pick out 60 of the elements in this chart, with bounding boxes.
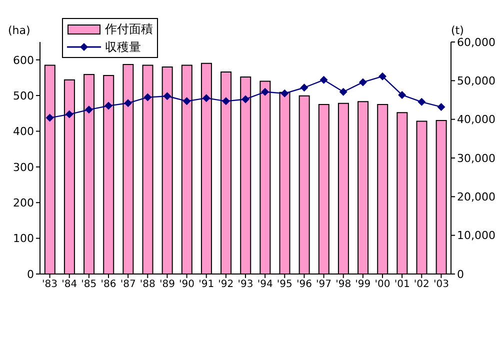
y-tick-label: 600 bbox=[13, 54, 34, 67]
x-tick-label: '92 bbox=[218, 279, 234, 290]
point bbox=[46, 114, 54, 122]
x-tick-label: '95 bbox=[276, 279, 292, 290]
point bbox=[242, 95, 250, 104]
point bbox=[84, 106, 93, 114]
point bbox=[202, 94, 210, 102]
x-tick-label: '88 bbox=[140, 279, 156, 290]
x-tick-label: '93 bbox=[238, 279, 254, 290]
y-tick-label: 100 bbox=[13, 232, 34, 246]
point bbox=[280, 89, 289, 98]
y-tick-label: 200 bbox=[13, 196, 34, 210]
x-tick-label: '91 bbox=[198, 279, 214, 290]
x-tick-label: '90 bbox=[179, 279, 195, 290]
y2-axis-title: (t) bbox=[451, 24, 464, 37]
legend-label: 収穫量 bbox=[105, 38, 141, 56]
legend-label: 作付面積 bbox=[105, 20, 153, 38]
x-tick-label: '89 bbox=[159, 279, 175, 290]
y2-tick-label: 40,000 bbox=[457, 113, 496, 126]
x-tick-label: '96 bbox=[296, 279, 312, 290]
point bbox=[358, 78, 367, 86]
x-tick-label: '97 bbox=[316, 279, 332, 290]
y2-tick-label: 0 bbox=[457, 268, 464, 281]
point bbox=[222, 97, 230, 106]
y2-tick-label: 30,000 bbox=[457, 152, 496, 165]
point bbox=[437, 102, 446, 111]
x-tick-label: '83 bbox=[42, 279, 58, 290]
x-tick-label: '99 bbox=[355, 279, 371, 290]
point bbox=[418, 98, 426, 106]
x-tick-label: '02 bbox=[414, 279, 430, 290]
x-tick-label: '85 bbox=[81, 279, 97, 290]
x-tick-label: '94 bbox=[257, 279, 273, 290]
x-tick-label: '98 bbox=[336, 279, 352, 290]
point bbox=[261, 88, 270, 96]
y2-tick-label: 20,000 bbox=[457, 190, 496, 204]
y-tick-label: 500 bbox=[13, 89, 34, 102]
y-tick-label: 300 bbox=[13, 160, 34, 174]
y-axis-title: (ha) bbox=[8, 24, 30, 37]
point bbox=[398, 90, 406, 99]
point bbox=[378, 72, 386, 80]
y2-tick-label: 50,000 bbox=[457, 74, 496, 88]
point bbox=[182, 97, 191, 106]
x-tick-label: '87 bbox=[120, 279, 136, 290]
point bbox=[144, 93, 152, 102]
x-tick-label: '01 bbox=[394, 279, 410, 290]
x-tick-label: '00 bbox=[374, 279, 390, 290]
x-tick-label: '03 bbox=[433, 279, 449, 290]
point bbox=[300, 84, 308, 92]
point bbox=[65, 110, 74, 118]
point bbox=[320, 76, 328, 84]
point bbox=[163, 92, 172, 100]
y2-tick-label: 60,000 bbox=[457, 36, 496, 49]
point bbox=[104, 102, 112, 110]
x-tick-label: '84 bbox=[62, 279, 78, 290]
y-tick-label: 0 bbox=[27, 268, 34, 281]
point bbox=[339, 88, 348, 96]
y2-tick-label: 10,000 bbox=[457, 229, 496, 242]
y-tick-label: 400 bbox=[13, 125, 34, 138]
point bbox=[124, 99, 132, 108]
x-tick-label: '86 bbox=[100, 279, 116, 290]
